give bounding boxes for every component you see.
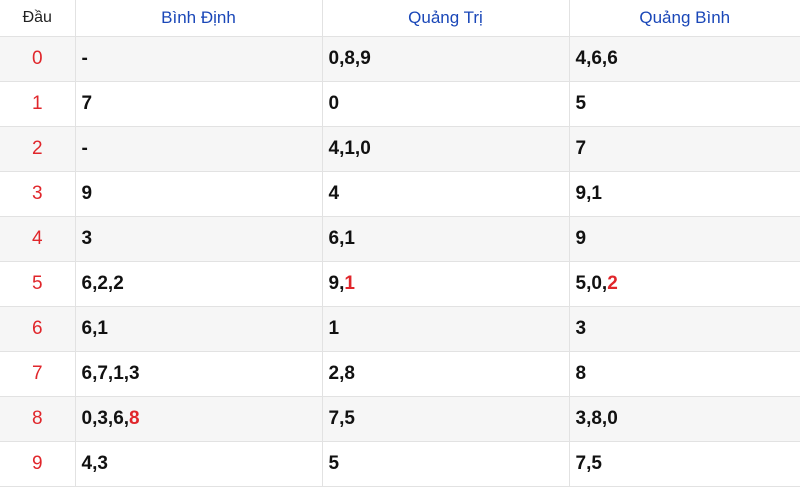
tail-cell: 9 bbox=[569, 216, 800, 262]
column-header-province[interactable]: Quảng Bình bbox=[569, 0, 800, 37]
tail-cell: 7,5 bbox=[322, 396, 570, 442]
head-digit: 3 bbox=[0, 171, 76, 217]
tail-cell: 0 bbox=[322, 81, 570, 127]
tail-cell: 8 bbox=[569, 351, 800, 397]
head-digit: 9 bbox=[0, 441, 76, 487]
tail-cell: 0,8,9 bbox=[322, 36, 570, 82]
table-row: 8 0,3,6,8 7,5 3,8,0 bbox=[0, 396, 800, 442]
head-digit: 6 bbox=[0, 306, 76, 352]
tail-cell: - bbox=[75, 126, 323, 172]
table-row: 2 - 4,1,0 7 bbox=[0, 126, 800, 172]
tail-cell: 5,0,2 bbox=[569, 261, 800, 307]
table-row: 5 6,2,2 9,1 5,0,2 bbox=[0, 261, 800, 307]
tail-cell: 6,2,2 bbox=[75, 261, 323, 307]
table-row: 9 4,3 5 7,5 bbox=[0, 441, 800, 487]
column-header-province[interactable]: Quảng Trị bbox=[322, 0, 570, 37]
tail-cell: 3,8,0 bbox=[569, 396, 800, 442]
tail-cell: 3 bbox=[569, 306, 800, 352]
table-row: 4 3 6,1 9 bbox=[0, 216, 800, 262]
tail-cell: 9,1 bbox=[569, 171, 800, 217]
head-digit: 0 bbox=[0, 36, 76, 82]
column-header-dau: Đầu bbox=[0, 0, 76, 37]
tail-cell: 6,1 bbox=[322, 216, 570, 262]
tail-cell: - bbox=[75, 36, 323, 82]
head-digit: 4 bbox=[0, 216, 76, 262]
table-row: 1 7 0 5 bbox=[0, 81, 800, 127]
tail-cell: 4 bbox=[322, 171, 570, 217]
tail-cell: 4,6,6 bbox=[569, 36, 800, 82]
tail-cell: 2,8 bbox=[322, 351, 570, 397]
tail-cell: 9 bbox=[75, 171, 323, 217]
tail-cell: 7 bbox=[75, 81, 323, 127]
table-header-row: Đầu Bình Định Quảng Trị Quảng Bình bbox=[0, 0, 800, 37]
head-digit: 1 bbox=[0, 81, 76, 127]
tail-cell: 3 bbox=[75, 216, 323, 262]
head-digit: 7 bbox=[0, 351, 76, 397]
tail-cell: 7 bbox=[569, 126, 800, 172]
tail-cell: 6,1 bbox=[75, 306, 323, 352]
head-digit: 8 bbox=[0, 396, 76, 442]
tail-cell: 9,1 bbox=[322, 261, 570, 307]
head-digit: 2 bbox=[0, 126, 76, 172]
column-header-province[interactable]: Bình Định bbox=[75, 0, 323, 37]
tail-cell: 5 bbox=[322, 441, 570, 487]
table-row: 0 - 0,8,9 4,6,6 bbox=[0, 36, 800, 82]
tail-cell: 5 bbox=[569, 81, 800, 127]
head-digit: 5 bbox=[0, 261, 76, 307]
table-row: 6 6,1 1 3 bbox=[0, 306, 800, 352]
table-row: 7 6,7,1,3 2,8 8 bbox=[0, 351, 800, 397]
table-row: 3 9 4 9,1 bbox=[0, 171, 800, 217]
tail-cell: 4,1,0 bbox=[322, 126, 570, 172]
tail-cell: 7,5 bbox=[569, 441, 800, 487]
tail-cell: 4,3 bbox=[75, 441, 323, 487]
tail-cell: 1 bbox=[322, 306, 570, 352]
tail-cell: 0,3,6,8 bbox=[75, 396, 323, 442]
tail-cell: 6,7,1,3 bbox=[75, 351, 323, 397]
